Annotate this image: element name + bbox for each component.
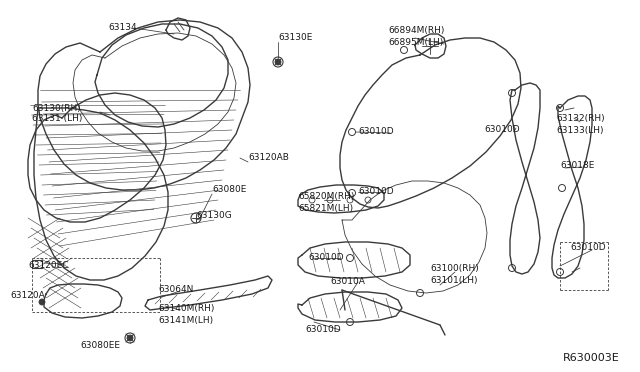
Text: 66894M(RH): 66894M(RH) [388, 26, 444, 35]
Circle shape [125, 333, 135, 343]
Circle shape [309, 197, 315, 203]
Text: 63133(LH): 63133(LH) [556, 125, 604, 135]
Circle shape [191, 213, 201, 223]
Circle shape [509, 90, 515, 96]
Circle shape [273, 57, 283, 67]
Text: 63100(RH): 63100(RH) [430, 263, 479, 273]
Text: 63018E: 63018E [560, 160, 595, 170]
Circle shape [509, 264, 515, 272]
Text: 63010D: 63010D [484, 125, 520, 135]
Circle shape [401, 46, 408, 54]
Text: 63010D: 63010D [570, 244, 605, 253]
Text: 63140M(RH): 63140M(RH) [158, 304, 214, 312]
Circle shape [127, 335, 133, 341]
Text: 63010A: 63010A [330, 278, 365, 286]
Circle shape [347, 197, 353, 203]
Text: 65821M(LH): 65821M(LH) [298, 203, 353, 212]
Circle shape [349, 189, 355, 196]
Bar [32, 260, 42, 268]
Circle shape [349, 128, 355, 135]
Text: 63064N: 63064N [158, 285, 193, 295]
Text: 63131 (LH): 63131 (LH) [32, 113, 83, 122]
Text: 63134: 63134 [108, 23, 136, 32]
Text: 63120AB: 63120AB [248, 154, 289, 163]
Circle shape [275, 59, 281, 65]
Text: 63120A: 63120A [10, 291, 45, 299]
Text: 63101(LH): 63101(LH) [430, 276, 477, 285]
Circle shape [417, 289, 424, 296]
Text: R630003E: R630003E [563, 353, 620, 363]
Text: 63010D: 63010D [358, 128, 394, 137]
Circle shape [346, 254, 353, 262]
Circle shape [327, 197, 333, 203]
Circle shape [365, 197, 371, 203]
Text: 63010D: 63010D [308, 253, 344, 263]
Text: 63130E: 63130E [278, 33, 312, 42]
Text: 65820M(RH): 65820M(RH) [298, 192, 355, 201]
Circle shape [39, 299, 45, 305]
Text: 63130(RH): 63130(RH) [32, 103, 81, 112]
Circle shape [559, 185, 566, 192]
Circle shape [557, 105, 563, 112]
Text: 63080EE: 63080EE [80, 340, 120, 350]
Text: 63130G: 63130G [196, 211, 232, 219]
Text: 66895M(LH): 66895M(LH) [388, 38, 444, 46]
Text: 63010D: 63010D [305, 326, 340, 334]
Text: 63010D: 63010D [358, 187, 394, 196]
Text: 63120EC: 63120EC [28, 260, 68, 269]
Circle shape [346, 318, 353, 326]
Text: 63141M(LH): 63141M(LH) [158, 315, 213, 324]
Text: 63080E: 63080E [212, 186, 246, 195]
Circle shape [557, 269, 563, 276]
Text: 63132(RH): 63132(RH) [556, 113, 605, 122]
